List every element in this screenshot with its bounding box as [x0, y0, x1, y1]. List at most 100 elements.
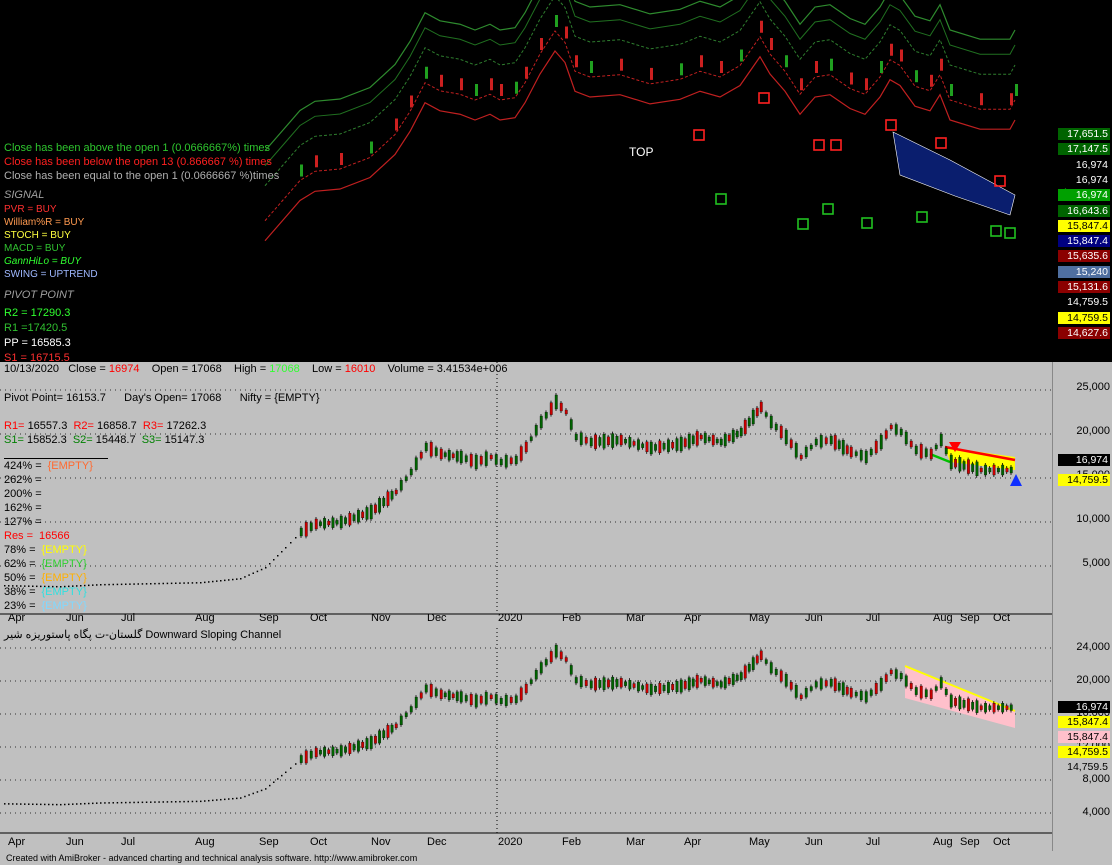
p2-candle — [675, 438, 679, 451]
p1-candle — [590, 61, 593, 73]
p3-candle — [944, 688, 948, 695]
fib-label: 162% = — [4, 502, 42, 514]
p2-candle — [869, 448, 873, 456]
p3-candle — [666, 682, 670, 693]
p3-tick — [100, 802, 102, 804]
axis-separator — [1052, 362, 1053, 628]
p2-tick — [158, 582, 160, 585]
footer-credit: Created with AmiBroker - advanced charti… — [0, 851, 1112, 865]
p1-candle — [900, 49, 903, 62]
p2-candle — [837, 440, 841, 449]
pivot-header: PIVOT POINT — [4, 289, 74, 301]
p3-candle — [632, 683, 636, 688]
p3-candle — [489, 694, 493, 699]
p1-candle — [940, 58, 943, 71]
month-label: Nov — [371, 836, 391, 848]
p1-candle — [830, 58, 833, 71]
p3-candle — [509, 696, 513, 703]
p3-candle — [769, 662, 773, 674]
p3-candle — [687, 677, 691, 691]
month-label: Apr — [8, 836, 26, 848]
p2-tick — [166, 582, 169, 585]
p2-candle — [707, 436, 711, 442]
p2-candle — [1009, 466, 1013, 474]
fib-value: 16566 — [39, 530, 70, 542]
buy-signal-marker — [715, 193, 727, 205]
p2-tick — [20, 585, 22, 587]
p3-candle — [789, 681, 793, 690]
price-axis-label: 16,974 — [1058, 454, 1110, 466]
fib-row: 78% = {EMPTY} — [4, 544, 87, 557]
p2-tick — [195, 582, 198, 584]
p3-candle — [849, 688, 853, 698]
p2-candle — [424, 442, 428, 452]
fib-row: 62% = {EMPTY} — [4, 558, 87, 571]
p2-tick — [36, 585, 38, 588]
axis-tick: 24,000 — [1076, 641, 1110, 653]
p3-candle — [707, 679, 711, 685]
p3-tick — [125, 801, 127, 804]
axis-tick: 5,000 — [1082, 557, 1110, 569]
p3-candle — [699, 678, 703, 683]
p2-candle — [645, 441, 649, 453]
p3-candle — [874, 683, 878, 695]
p2-candle — [309, 522, 313, 531]
p3-candle — [962, 700, 966, 708]
p2-candle — [331, 517, 335, 528]
p3-candle — [606, 679, 610, 688]
p2-candle — [494, 454, 498, 465]
p2-candle — [394, 489, 398, 495]
main-price-pane[interactable]: 10/13/2020 Close = 16974 Open = 17068 Hi… — [0, 362, 1112, 628]
month-label: Oct — [993, 612, 1011, 624]
p3-candle — [691, 678, 695, 687]
sell-signal-marker — [813, 139, 825, 151]
p2-candle — [414, 457, 418, 470]
p2-candle — [723, 433, 727, 447]
p2-tick — [183, 582, 185, 584]
month-label: Jun — [66, 836, 84, 848]
mid-band-line — [264, 0, 1016, 187]
p2-candle — [319, 521, 322, 526]
p3-candle — [514, 695, 518, 704]
p2-tick — [240, 578, 242, 580]
p3-candle — [451, 693, 455, 699]
month-label: May — [749, 836, 770, 848]
p3-tick — [28, 803, 30, 805]
p2-tick — [175, 582, 177, 584]
p2-candle — [944, 447, 948, 455]
p3-candle — [404, 712, 408, 717]
s3-value: 15147.3 — [164, 434, 205, 446]
fib-divider — [4, 458, 108, 459]
p1-candle — [815, 61, 818, 73]
fib-label: 200% = — [4, 488, 42, 500]
p2-candle — [889, 424, 893, 430]
p3-candle — [419, 692, 423, 699]
p2-candle — [569, 419, 573, 430]
p3-candle — [814, 681, 818, 688]
p2-candle — [598, 437, 602, 446]
price-axis-label: 15,847.4 — [1058, 219, 1110, 232]
p1-candle — [315, 155, 318, 168]
month-label: Mar — [626, 836, 645, 848]
p2-tick — [28, 585, 30, 587]
p2-tick — [252, 572, 254, 574]
month-label: Oct — [993, 836, 1011, 848]
indicator-pane[interactable]: Close has been above the open 1 (0.06666… — [0, 0, 1112, 364]
p3-tick — [84, 802, 86, 805]
p3-candle — [929, 689, 933, 699]
p2-tick — [24, 585, 26, 587]
p3-candle — [924, 689, 928, 698]
p3-candle — [1009, 704, 1013, 711]
p2-tick — [285, 547, 287, 549]
p3-candle — [434, 688, 438, 697]
p2-candle — [703, 432, 707, 444]
close-label: Close = — [68, 363, 106, 375]
p3-candle — [574, 677, 578, 684]
p2-tick — [32, 585, 34, 587]
p3-candle — [374, 735, 377, 744]
p2-candle — [628, 437, 632, 448]
p2-candle — [958, 457, 962, 472]
p2-tick — [4, 585, 6, 587]
channel-pane[interactable]: گلستان-ت پگاه پاستوریزه شیر Downward Slo… — [0, 628, 1112, 851]
fib-value: {EMPTY} — [41, 544, 87, 556]
